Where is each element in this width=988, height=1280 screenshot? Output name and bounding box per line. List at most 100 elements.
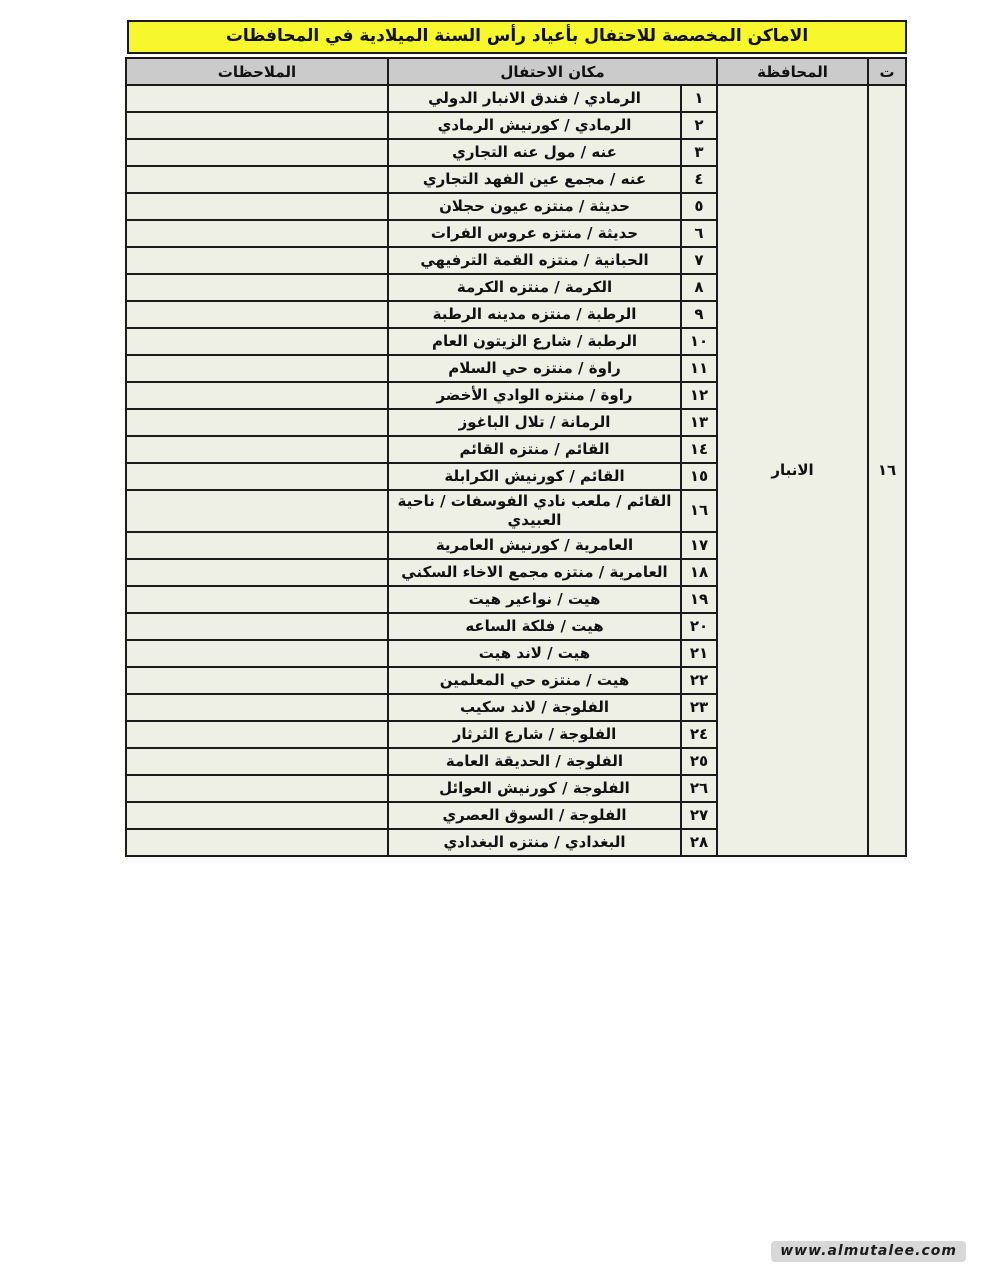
table-row: ٢٨ البغدادي / منتزه البغدادي	[124, 827, 906, 857]
col-header-notes: الملاحظات	[124, 57, 389, 86]
row-number-cell: ٣	[680, 138, 718, 167]
governorate-name-cell: الانبار	[716, 84, 869, 857]
row-number-cell: ٢٦	[680, 773, 718, 803]
place-cell: الرمادي / فندق الانبار الدولي	[386, 84, 683, 113]
notes-cell	[124, 692, 389, 722]
table-row: ١٠ الرطبة / شارع الزيتون العام	[124, 327, 906, 356]
place-cell: حديثة / منتزه عروس الفرات	[386, 219, 683, 248]
notes-cell	[124, 381, 389, 410]
notes-cell	[124, 773, 389, 803]
col-header-governorate: المحافظة	[716, 57, 869, 86]
table-row: ١١ راوة / منتزه حي السلام	[124, 354, 906, 383]
table-row: ١٧ العامرية / كورنيش العامرية	[124, 530, 906, 560]
place-cell: هيت / فلكة الساعه	[386, 611, 683, 641]
notes-cell	[124, 219, 389, 248]
row-number-cell: ٢٣	[680, 692, 718, 722]
row-number-cell: ١٤	[680, 435, 718, 464]
row-number-cell: ٤	[680, 165, 718, 194]
notes-cell	[124, 435, 389, 464]
governorate-serial-cell: ١٦	[867, 84, 907, 857]
row-number-cell: ٢٧	[680, 800, 718, 830]
notes-cell	[124, 165, 389, 194]
table-row: ١٣ الرمانة / تلال الباغوز	[124, 408, 906, 437]
place-cell: هيت / منتزه حي المعلمين	[386, 665, 683, 695]
table-row: ١٦ الانبار ١ الرمادي / فندق الانبار الدولي	[124, 84, 907, 857]
notes-cell	[124, 327, 389, 356]
place-cell: الفلوجة / كورنيش العوائل	[386, 773, 683, 803]
place-cell: هيت / نواعير هيت	[386, 584, 683, 614]
table-row: ٢٣ الفلوجة / لاند سكيب	[124, 692, 906, 722]
notes-cell	[124, 246, 389, 275]
notes-cell	[124, 300, 389, 329]
table-row: ٤ عنه / مجمع عين الفهد التجاري	[124, 165, 906, 194]
notes-cell	[124, 665, 389, 695]
notes-cell	[124, 827, 389, 857]
place-cell: راوة / منتزه الوادي الأخضر	[386, 381, 683, 410]
notes-cell	[124, 800, 389, 830]
table-row: ٢ الرمادي / كورنيش الرمادي	[124, 111, 906, 140]
row-number-cell: ٢١	[680, 638, 718, 668]
row-number-cell: ١٢	[680, 381, 718, 410]
notes-cell	[124, 530, 389, 560]
notes-cell	[124, 719, 389, 749]
row-number-cell: ٦	[680, 219, 718, 248]
place-cell: عنه / مجمع عين الفهد التجاري	[386, 165, 683, 194]
place-cell: البغدادي / منتزه البغدادي	[386, 827, 683, 857]
row-number-cell: ١	[680, 84, 718, 113]
row-number-cell: ١٨	[680, 557, 718, 587]
table-row: ٢١ هيت / لاند هيت	[124, 638, 906, 668]
table-row: ٢٦ الفلوجة / كورنيش العوائل	[124, 773, 906, 803]
places-document: الاماكن المخصصة للاحتفال بأعياد رأس السن…	[124, 20, 907, 857]
place-cell: الفلوجة / السوق العصري	[386, 800, 683, 830]
row-number-cell: ١٣	[680, 408, 718, 437]
row-number-cell: ٢٥	[680, 746, 718, 776]
place-cell: الرطبة / شارع الزيتون العام	[386, 327, 683, 356]
table-row: ٣ عنه / مول عنه التجاري	[124, 138, 906, 167]
places-table: ت المحافظة مكان الاحتفال الملاحظات ١٦ الا…	[124, 57, 907, 857]
row-number-cell: ٢٨	[680, 827, 718, 857]
header-row: ت المحافظة مكان الاحتفال الملاحظات	[124, 57, 907, 86]
notes-cell	[124, 638, 389, 668]
row-number-cell: ٩	[680, 300, 718, 329]
row-number-cell: ١١	[680, 354, 718, 383]
table-row: ٨ الكرمة / منتزه الكرمة	[124, 273, 906, 302]
notes-cell	[124, 138, 389, 167]
notes-cell	[124, 84, 389, 113]
place-cell: القائم / منتزه القائم	[386, 435, 683, 464]
notes-cell	[124, 111, 389, 140]
table-row: ٢٧ الفلوجة / السوق العصري	[124, 800, 906, 830]
notes-cell	[124, 746, 389, 776]
notes-cell	[124, 611, 389, 641]
document-title: الاماكن المخصصة للاحتفال بأعياد رأس السن…	[127, 20, 907, 54]
col-header-serial: ت	[867, 57, 907, 86]
row-number-cell: ٨	[680, 273, 718, 302]
place-cell: راوة / منتزه حي السلام	[386, 354, 683, 383]
place-cell: الفلوجة / الحديقة العامة	[386, 746, 683, 776]
place-cell: القائم / كورنيش الكرابلة	[386, 462, 683, 491]
row-number-cell: ٢٠	[680, 611, 718, 641]
row-number-cell: ٧	[680, 246, 718, 275]
table-row: ٢٢ هيت / منتزه حي المعلمين	[124, 665, 906, 695]
row-number-cell: ١٩	[680, 584, 718, 614]
place-cell: الحبانية / منتزه القمة الترفيهي	[386, 246, 683, 275]
place-cell: الرطبة / منتزه مدينه الرطبة	[386, 300, 683, 329]
place-cell: الكرمة / منتزه الكرمة	[386, 273, 683, 302]
place-cell: الفلوجة / لاند سكيب	[386, 692, 683, 722]
row-number-cell: ١٦	[680, 489, 718, 533]
table-row: ٦ حديثة / منتزه عروس الفرات	[124, 219, 906, 248]
row-number-cell: ١٧	[680, 530, 718, 560]
place-cell: عنه / مول عنه التجاري	[386, 138, 683, 167]
place-cell: الفلوجة / شارع الثرثار	[386, 719, 683, 749]
place-cell: العامرية / منتزه مجمع الاخاء السكني	[386, 557, 683, 587]
table-row: ١٥ القائم / كورنيش الكرابلة	[124, 462, 906, 491]
notes-cell	[124, 408, 389, 437]
table-row: ١٨ العامرية / منتزه مجمع الاخاء السكني	[124, 557, 906, 587]
row-number-cell: ١٥	[680, 462, 718, 491]
notes-cell	[124, 584, 389, 614]
notes-cell	[124, 462, 389, 491]
notes-cell	[124, 557, 389, 587]
notes-cell	[124, 354, 389, 383]
notes-cell	[124, 192, 389, 221]
table-row: ٢٠ هيت / فلكة الساعه	[124, 611, 906, 641]
